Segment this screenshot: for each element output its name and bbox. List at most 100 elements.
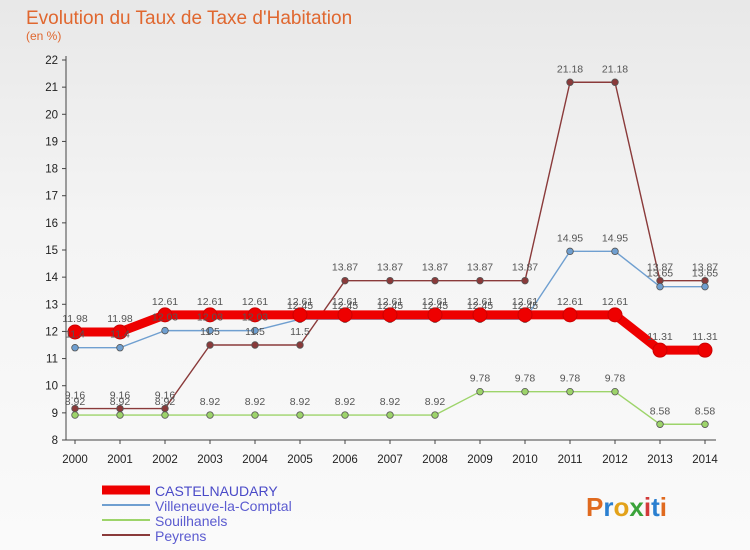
data-point-0-6	[337, 307, 353, 323]
data-point-0-4	[247, 307, 263, 323]
data-point-0-14	[697, 342, 713, 358]
data-point-2-4	[251, 411, 259, 419]
x-tick-label: 2009	[467, 454, 493, 466]
x-tick-label: 2002	[152, 454, 178, 466]
data-label: 21.18	[602, 63, 628, 75]
data-point-1-14	[701, 282, 709, 291]
data-point-2-7	[386, 411, 394, 419]
proxiti-logo: Proxiti	[586, 492, 667, 522]
data-point-1-4	[251, 326, 259, 335]
data-label: 11.5	[200, 326, 220, 338]
data-label: 12.61	[602, 296, 628, 308]
data-point-3-4	[251, 341, 259, 349]
data-label: 12.61	[197, 296, 223, 308]
y-tick-label: 19	[45, 136, 58, 148]
y-tick-label: 14	[45, 272, 58, 284]
data-point-0-9	[472, 307, 488, 323]
data-label: 8.92	[200, 396, 221, 408]
y-tick-label: 12	[45, 326, 58, 338]
data-label: 12.03	[152, 312, 178, 324]
data-label: 11.31	[692, 331, 718, 343]
data-point-2-9	[476, 387, 484, 396]
data-label: 9.78	[470, 373, 491, 385]
data-point-3-3	[206, 341, 214, 349]
data-label: 13.65	[647, 268, 673, 280]
data-label: 12.45	[287, 300, 313, 312]
y-axis-unit: (en %)	[26, 29, 61, 43]
data-point-2-1	[116, 411, 124, 419]
data-point-2-12	[611, 387, 619, 396]
data-label: 9.78	[560, 373, 581, 385]
data-label: 12.61	[332, 296, 358, 308]
data-point-0-8	[427, 307, 443, 323]
data-label: 12.61	[377, 296, 403, 308]
data-label: 11.5	[290, 326, 310, 338]
x-tick-label: 2008	[422, 454, 448, 466]
legend-label-1: Villeneuve-la-Comptal	[155, 498, 292, 514]
data-point-2-0	[71, 411, 79, 419]
logo-text: Proxiti	[586, 492, 667, 522]
data-point-0-12	[607, 307, 623, 323]
x-tick-label: 2014	[692, 454, 718, 466]
x-tick-label: 2012	[602, 454, 628, 466]
x-tick-label: 2010	[512, 454, 538, 466]
data-point-0-11	[562, 307, 578, 323]
data-point-0-0	[67, 324, 83, 340]
data-point-3-12	[611, 78, 619, 86]
y-tick-label: 21	[45, 82, 58, 94]
data-label: 8.92	[110, 396, 131, 408]
data-point-0-1	[112, 324, 128, 340]
data-label: 12.61	[242, 296, 268, 308]
data-label: 12.03	[242, 312, 268, 324]
data-label: 13.65	[692, 268, 718, 280]
data-point-1-12	[611, 247, 619, 256]
data-label: 12.45	[377, 300, 403, 312]
x-tick-label: 2003	[197, 454, 223, 466]
x-tick-label: 2004	[242, 454, 268, 466]
data-point-3-8	[431, 276, 439, 285]
legend-label-0: CASTELNAUDARY	[155, 483, 278, 499]
data-point-2-11	[566, 387, 574, 396]
chart-title: Evolution du Taux de Taxe d'Habitation	[26, 8, 352, 29]
data-point-0-10	[517, 307, 533, 323]
data-label: 9.16	[155, 390, 176, 402]
data-label: 12.45	[332, 300, 358, 312]
data-label: 9.16	[110, 390, 131, 402]
x-tick-label: 2005	[287, 454, 313, 466]
data-label: 8.58	[695, 405, 716, 417]
data-point-2-8	[431, 411, 439, 419]
x-tick-label: 2011	[558, 454, 583, 466]
data-point-0-13	[652, 342, 668, 358]
data-label: 11.5	[245, 326, 265, 338]
y-tick-label: 13	[45, 299, 58, 311]
data-point-1-3	[206, 326, 214, 335]
data-point-1-13	[656, 282, 664, 291]
data-label: 12.61	[557, 296, 583, 308]
data-label: 13.87	[692, 262, 718, 274]
y-tick-label: 16	[45, 218, 58, 230]
x-tick-label: 2007	[377, 454, 403, 466]
data-label: 12.45	[467, 300, 493, 312]
data-point-2-2	[161, 411, 169, 419]
data-label: 8.92	[425, 396, 446, 408]
data-point-3-7	[386, 276, 394, 285]
data-label: 13.87	[332, 262, 358, 274]
data-label: 8.92	[155, 396, 176, 408]
y-tick-label: 18	[45, 164, 58, 176]
data-point-3-10	[521, 276, 529, 285]
data-label: 13.87	[512, 262, 538, 274]
data-label: 8.92	[380, 396, 401, 408]
data-label: 13.87	[377, 262, 403, 274]
data-point-3-5	[296, 341, 304, 349]
legend-label-3: Peyrens	[155, 528, 206, 544]
data-label: 12.61	[422, 296, 448, 308]
data-label: 21.18	[557, 63, 583, 75]
series-line-3	[75, 81, 705, 410]
data-point-3-11	[566, 78, 574, 86]
data-point-0-2	[157, 307, 173, 323]
y-tick-label: 8	[52, 435, 58, 447]
data-label: 12.45	[422, 300, 448, 312]
data-label: 11.4	[110, 329, 130, 341]
data-point-1-0	[71, 344, 79, 352]
